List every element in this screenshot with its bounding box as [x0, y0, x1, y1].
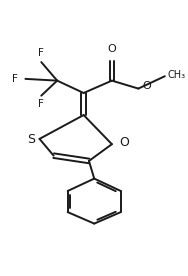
Text: O: O: [108, 44, 116, 54]
Text: F: F: [38, 99, 44, 110]
Text: CH₃: CH₃: [168, 70, 186, 80]
Text: F: F: [12, 74, 18, 84]
Text: O: O: [143, 81, 152, 91]
Text: O: O: [119, 136, 129, 149]
Text: S: S: [28, 133, 36, 146]
Text: F: F: [38, 48, 44, 58]
